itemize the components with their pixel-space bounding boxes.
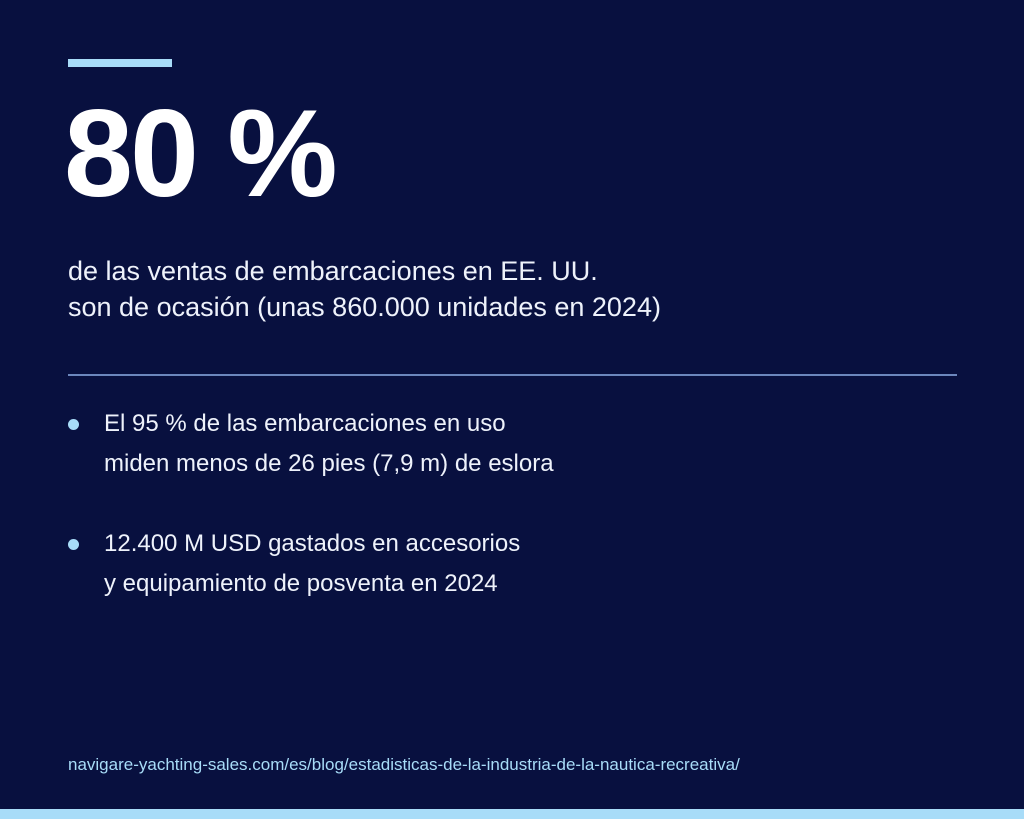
section-divider bbox=[68, 374, 957, 376]
stat-description: de las ventas de embarcaciones en EE. UU… bbox=[68, 253, 968, 325]
source-url: navigare-yachting-sales.com/es/blog/esta… bbox=[68, 755, 740, 774]
facts-list: El 95 % de las embarcaciones en uso mide… bbox=[68, 404, 948, 644]
fact-line-2: miden menos de 26 pies (7,9 m) de eslora bbox=[104, 450, 554, 477]
bottom-accent-bar bbox=[0, 809, 1024, 819]
top-accent-bar bbox=[68, 59, 172, 67]
fact-item-aftermarket-spend: 12.400 M USD gastados en accesorios y eq… bbox=[68, 524, 948, 604]
bullet-dot-icon bbox=[68, 539, 79, 550]
stat-description-line-1: de las ventas de embarcaciones en EE. UU… bbox=[68, 256, 598, 286]
bullet-dot-icon bbox=[68, 419, 79, 430]
fact-line-1: El 95 % de las embarcaciones en uso bbox=[104, 410, 506, 437]
fact-line-2: y equipamiento de posventa en 2024 bbox=[104, 570, 498, 597]
headline-stat: 80 % bbox=[64, 85, 338, 223]
fact-item-boat-length: El 95 % de las embarcaciones en uso mide… bbox=[68, 404, 948, 484]
stat-description-line-2: son de ocasión (unas 860.000 unidades en… bbox=[68, 292, 661, 322]
fact-line-1: 12.400 M USD gastados en accesorios bbox=[104, 530, 521, 557]
